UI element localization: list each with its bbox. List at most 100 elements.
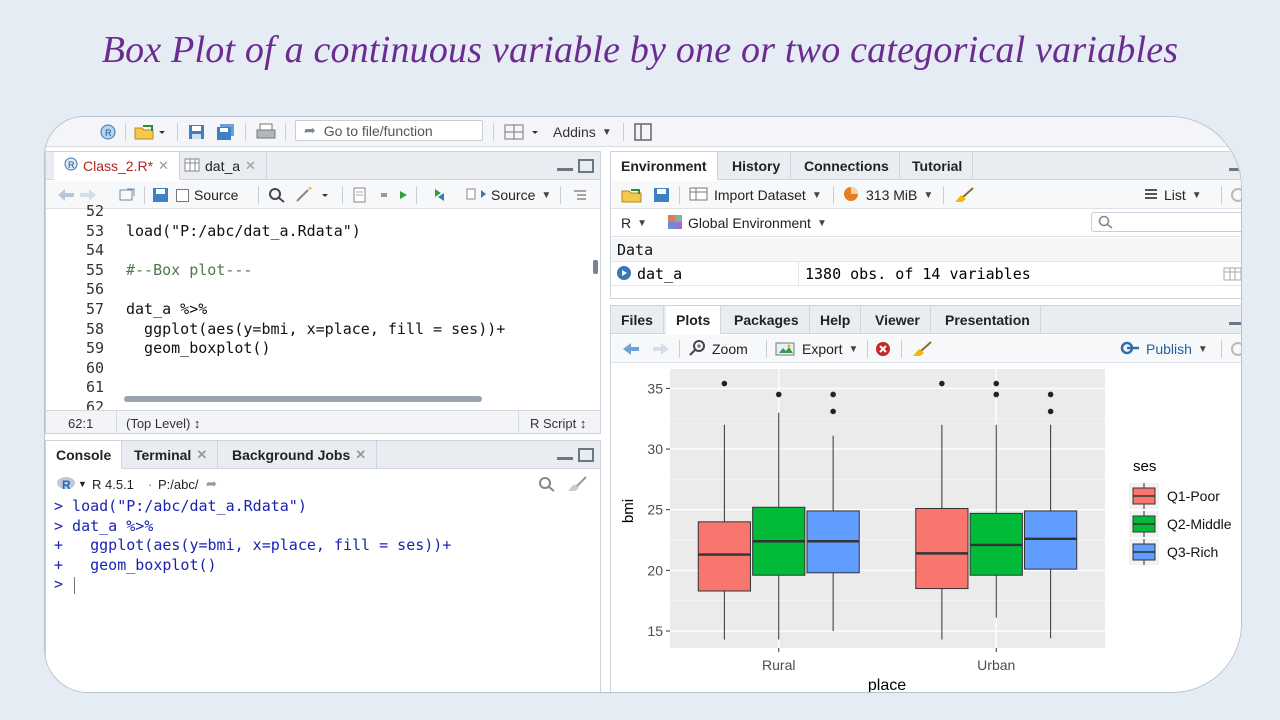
source-on-save-checkbox[interactable] bbox=[176, 188, 189, 202]
tab-plots[interactable]: Plots bbox=[666, 306, 722, 334]
console-pane: Console Terminal ✕ Background Jobs ✕ R ▼… bbox=[45, 440, 601, 692]
memory-usage[interactable]: 313 MiB ▼ bbox=[843, 186, 933, 204]
tab-viewer[interactable]: Viewer bbox=[865, 306, 931, 334]
maximize-icon[interactable] bbox=[578, 448, 594, 462]
code-editor[interactable]: 52 53 54 55 56 57 58 59 60 61 62 load("P:/abc/dat_… bbox=[46, 202, 600, 416]
save-icon[interactable] bbox=[187, 123, 207, 141]
close-icon[interactable]: ✕ bbox=[196, 447, 208, 462]
goto-placeholder: Go to file/function bbox=[323, 122, 433, 139]
publish-button[interactable]: Publish ▼ bbox=[1119, 340, 1208, 358]
environment-toolbar: Import Dataset ▼ 313 MiB ▼ List ▼ bbox=[611, 181, 1241, 209]
load-workspace-icon[interactable] bbox=[621, 186, 645, 204]
remove-plot-icon[interactable] bbox=[875, 340, 891, 358]
rstudio-window: R ➦ Go to file/function Addins ▼ bbox=[44, 116, 1242, 693]
expand-icon[interactable] bbox=[617, 266, 633, 286]
close-icon[interactable]: ✕ bbox=[355, 447, 367, 462]
clear-workspace-icon[interactable] bbox=[953, 186, 975, 204]
code-line: geom_boxplot() bbox=[126, 339, 271, 358]
show-in-window-icon[interactable] bbox=[118, 186, 136, 204]
refresh-icon[interactable] bbox=[1229, 340, 1241, 358]
line-number: 53 bbox=[85, 221, 104, 240]
working-directory[interactable]: P:/abc/ bbox=[158, 476, 199, 492]
source-on-save[interactable]: Source bbox=[176, 186, 238, 204]
x-axis-label: place bbox=[868, 677, 906, 693]
close-icon[interactable]: ✕ bbox=[245, 158, 256, 173]
save-icon[interactable] bbox=[152, 186, 170, 204]
print-icon[interactable] bbox=[255, 123, 277, 141]
environment-row[interactable]: dat_a 1380 obs. of 14 variables bbox=[611, 262, 1241, 286]
view-table-icon[interactable] bbox=[1223, 267, 1241, 285]
tab-terminal[interactable]: Terminal ✕ bbox=[124, 441, 219, 469]
new-project-icon[interactable]: R bbox=[97, 123, 119, 141]
tab-terminal-label: Terminal bbox=[134, 447, 192, 463]
file-type-selector[interactable]: R Script ↕ bbox=[530, 415, 587, 431]
source-button[interactable]: Source ▼ bbox=[466, 186, 551, 204]
tab-class2[interactable]: R Class_2.R* ✕ bbox=[54, 152, 180, 180]
addins-menu[interactable]: Addins ▼ bbox=[553, 123, 612, 141]
outline-icon[interactable] bbox=[572, 186, 588, 204]
plot-nav-icon[interactable] bbox=[621, 340, 671, 358]
language-selector[interactable]: R ▼ bbox=[621, 214, 647, 232]
tab-help[interactable]: Help bbox=[810, 306, 862, 334]
console-line: + geom_boxplot() bbox=[54, 555, 217, 574]
environment-search-input[interactable] bbox=[1091, 212, 1241, 232]
clear-plots-icon[interactable] bbox=[911, 340, 933, 358]
import-dataset-button[interactable]: Import Dataset ▼ bbox=[689, 186, 822, 204]
tab-connections[interactable]: Connections bbox=[794, 152, 900, 180]
minimize-icon[interactable] bbox=[557, 448, 573, 460]
clear-console-icon[interactable] bbox=[566, 475, 588, 493]
tab-dat-a[interactable]: dat_a ✕ bbox=[174, 152, 267, 180]
tab-viewer-label: Viewer bbox=[875, 312, 920, 328]
goto-file-input[interactable]: ➦ Go to file/function bbox=[295, 120, 483, 141]
outlier-point bbox=[775, 391, 782, 398]
horizontal-scrollbar[interactable] bbox=[124, 396, 482, 402]
search-icon[interactable] bbox=[268, 186, 286, 204]
scope-selector[interactable]: Global Environment ▼ bbox=[667, 214, 827, 232]
zoom-button[interactable]: Zoom bbox=[689, 339, 748, 358]
r-version-dropdown-icon[interactable]: ▼ bbox=[78, 479, 87, 489]
svg-text:R: R bbox=[105, 128, 112, 138]
save-all-icon[interactable] bbox=[215, 123, 237, 141]
view-mode-selector[interactable]: List ▼ bbox=[1143, 186, 1202, 204]
tab-files[interactable]: Files bbox=[611, 306, 664, 334]
console-search-icon[interactable] bbox=[538, 475, 556, 493]
x-tick-label: Rural bbox=[762, 657, 795, 673]
env-window-controls bbox=[1229, 159, 1241, 171]
sidebar-toggle-icon[interactable] bbox=[633, 123, 653, 141]
maximize-icon[interactable] bbox=[578, 159, 594, 173]
open-file-icon[interactable] bbox=[133, 123, 167, 141]
minimize-icon[interactable] bbox=[557, 159, 573, 171]
back-forward-icon[interactable] bbox=[56, 186, 98, 204]
tab-presentation-label: Presentation bbox=[945, 312, 1030, 328]
scope-dropdown-icon: ▼ bbox=[816, 217, 827, 229]
run-icon[interactable] bbox=[380, 186, 408, 204]
source-dropdown-icon[interactable]: ▼ bbox=[541, 189, 552, 201]
legend-label: Q3-Rich bbox=[1167, 544, 1218, 560]
language-dropdown-icon: ▼ bbox=[637, 217, 648, 229]
compile-report-icon[interactable] bbox=[352, 186, 368, 204]
console-line: > load("P:/abc/dat_a.Rdata") bbox=[54, 497, 307, 515]
minimize-icon[interactable] bbox=[1229, 313, 1241, 325]
tab-packages[interactable]: Packages bbox=[724, 306, 810, 334]
tab-background-jobs[interactable]: Background Jobs ✕ bbox=[222, 441, 378, 469]
vertical-scrollbar[interactable] bbox=[593, 260, 598, 274]
tab-environment[interactable]: Environment bbox=[611, 152, 718, 180]
tab-tutorial[interactable]: Tutorial bbox=[902, 152, 974, 180]
refresh-icon[interactable] bbox=[1229, 186, 1241, 204]
pane-layout-icon[interactable] bbox=[503, 123, 543, 141]
tab-console[interactable]: Console bbox=[46, 441, 123, 469]
scope-selector[interactable]: (Top Level) ↕ bbox=[126, 415, 201, 431]
tab-presentation[interactable]: Presentation bbox=[935, 306, 1041, 334]
save-workspace-icon[interactable] bbox=[653, 186, 671, 204]
tab-tutorial-label: Tutorial bbox=[912, 158, 963, 174]
addins-label: Addins bbox=[553, 124, 596, 140]
goto-dir-icon[interactable]: ➦ bbox=[206, 476, 217, 491]
rerun-icon[interactable] bbox=[424, 186, 456, 204]
box-q3-rich-urban bbox=[1024, 391, 1078, 639]
export-button[interactable]: Export ▼ bbox=[775, 340, 858, 358]
code-tools-icon[interactable] bbox=[294, 186, 334, 204]
tab-history[interactable]: History bbox=[722, 152, 792, 180]
close-icon[interactable]: ✕ bbox=[158, 157, 169, 173]
y-tick-label: 20 bbox=[647, 562, 663, 578]
minimize-icon[interactable] bbox=[1229, 159, 1241, 171]
